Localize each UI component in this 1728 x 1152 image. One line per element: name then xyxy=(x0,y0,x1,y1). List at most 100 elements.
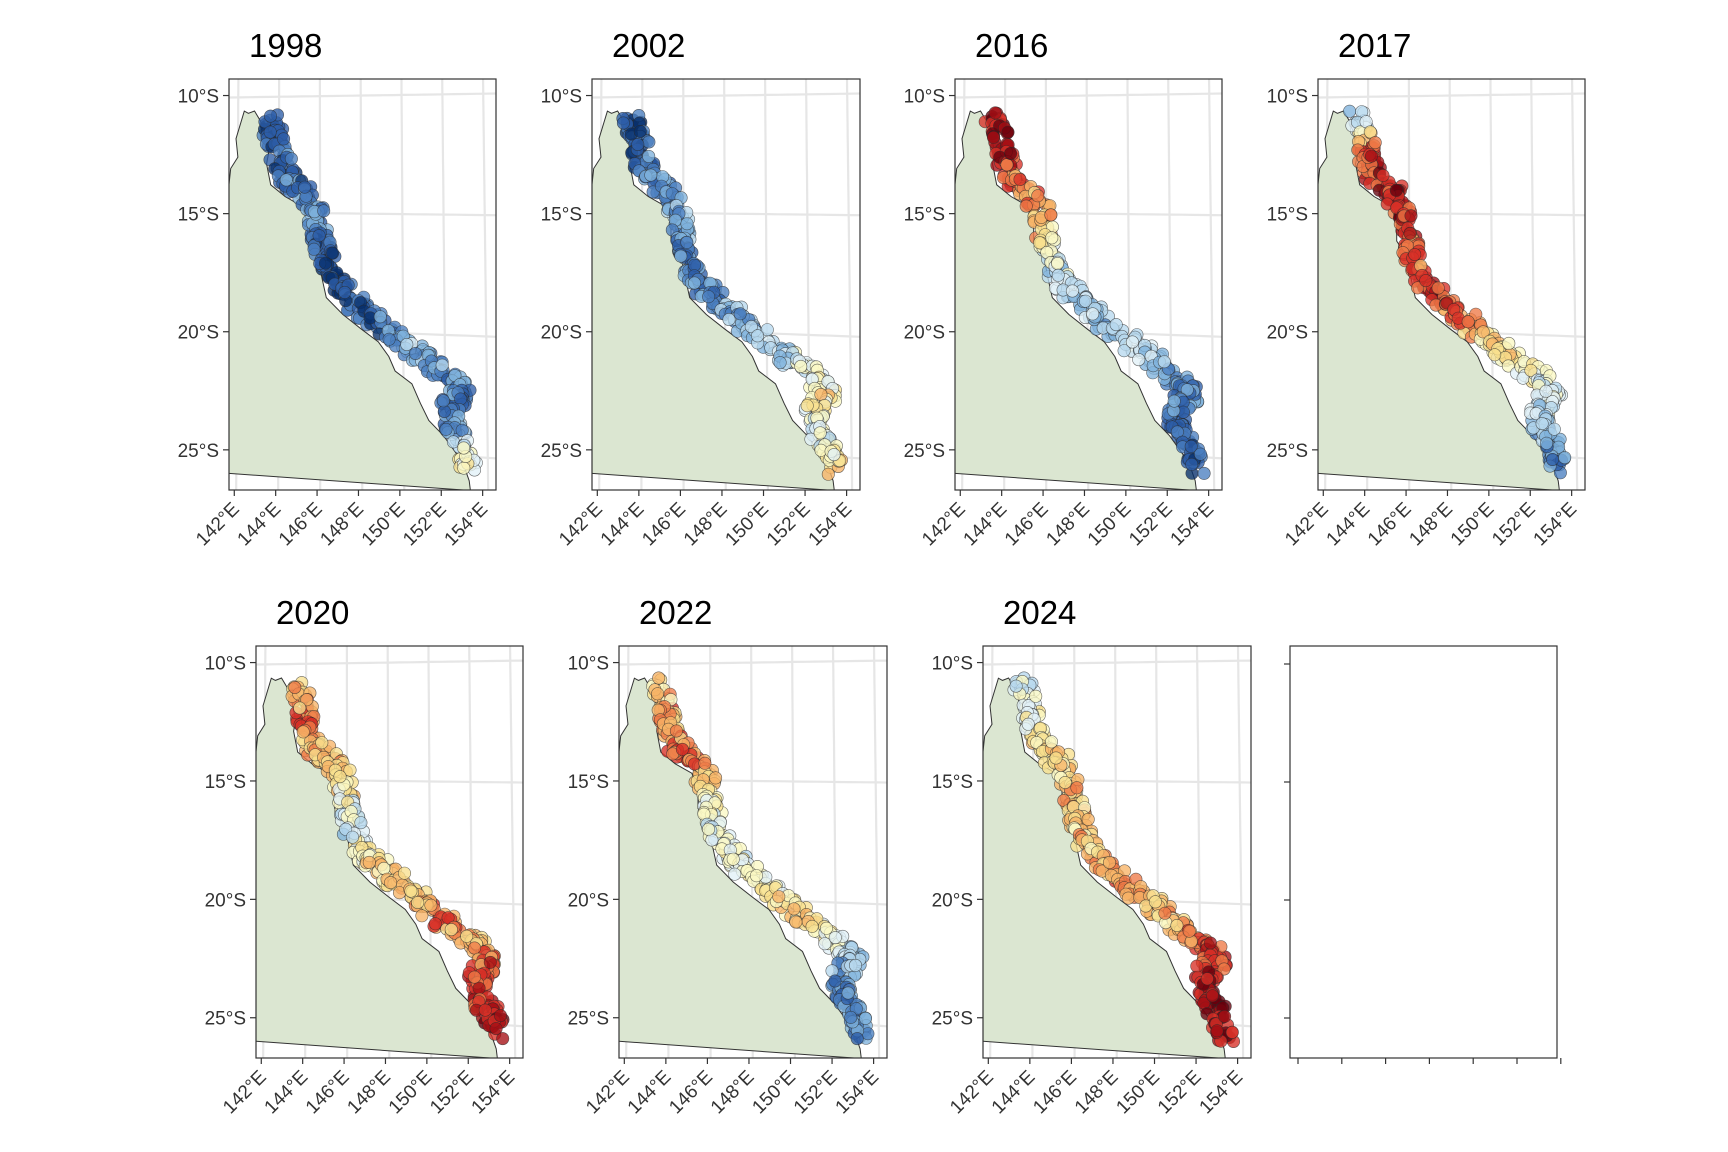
reef-point xyxy=(1558,451,1572,465)
reef-point xyxy=(728,867,742,881)
reef-point xyxy=(400,337,414,351)
panel-border xyxy=(618,645,888,1059)
reef-point xyxy=(1157,355,1171,369)
reef-point xyxy=(1403,226,1417,240)
reef-point xyxy=(1000,158,1014,172)
lon-tick-label: 150°E xyxy=(748,1067,800,1119)
reef-point xyxy=(733,307,747,321)
reef-point xyxy=(1540,436,1554,450)
lon-tick-label: 146°E xyxy=(1029,1067,1081,1119)
reef-point xyxy=(1363,125,1377,139)
reef-point xyxy=(1031,189,1045,203)
reef-point xyxy=(698,756,712,770)
reef-point xyxy=(814,387,828,401)
reef-point xyxy=(326,246,340,260)
reef-point xyxy=(411,895,425,909)
reef-point xyxy=(1343,104,1357,118)
reef-point xyxy=(404,884,418,898)
reef-point xyxy=(1009,679,1023,693)
lat-tick-label: 10°S xyxy=(932,654,973,675)
graticule-lon xyxy=(508,646,517,1058)
lon-tick-label: 144°E xyxy=(261,1067,313,1119)
panel-border xyxy=(1317,78,1586,491)
reef-point xyxy=(312,229,326,243)
reef-point xyxy=(848,958,862,972)
reef-point xyxy=(362,855,376,869)
reef-point xyxy=(644,168,658,182)
reef-point xyxy=(701,822,715,836)
reef-point xyxy=(1044,208,1058,222)
lat-tick-label: 10°S xyxy=(541,87,582,108)
lon-tick-label: 154°E xyxy=(1196,1067,1248,1119)
reef-point xyxy=(1488,348,1502,362)
lon-tick-label: 148°E xyxy=(343,1067,395,1119)
reef-point xyxy=(827,448,841,462)
reef-point xyxy=(300,693,314,707)
panel-title: 2020 xyxy=(276,594,349,631)
reef-point xyxy=(1431,281,1445,295)
reef-point xyxy=(1058,775,1072,789)
lon-tick-label: 142°E xyxy=(219,1067,271,1119)
map-panel-2002: 2002 10°S 15°S 20°S 25°S 142°E144°E146°E148°E… xyxy=(541,27,861,551)
reef-point xyxy=(1200,972,1214,986)
reef-point xyxy=(1065,284,1079,298)
lat-tick-label: 25°S xyxy=(568,1009,609,1030)
lat-tick-label: 10°S xyxy=(904,87,945,108)
lon-tick-label: 154°E xyxy=(441,499,493,551)
graticule-lon xyxy=(872,646,881,1058)
empty-panel xyxy=(1284,645,1562,1064)
lon-tick-label: 144°E xyxy=(960,499,1012,551)
reef-point xyxy=(1184,439,1198,453)
reef-points xyxy=(616,109,848,481)
lat-tick-label: 20°S xyxy=(932,890,973,911)
reef-point xyxy=(744,320,758,334)
reef-point xyxy=(1197,466,1211,480)
lon-tick-label: 150°E xyxy=(1447,499,1499,551)
reef-point xyxy=(1539,384,1553,398)
reef-point xyxy=(1419,274,1433,288)
reef-point xyxy=(338,285,352,299)
graticule-lon xyxy=(1570,79,1579,490)
reef-point xyxy=(988,106,1002,120)
lon-tick-label: 148°E xyxy=(1405,499,1457,551)
lat-tick-label: 25°S xyxy=(178,441,219,462)
reef-point xyxy=(408,346,422,360)
reef-point xyxy=(457,441,471,455)
lon-tick-label: 146°E xyxy=(275,499,327,551)
lon-tick-label: 148°E xyxy=(1042,499,1094,551)
lon-tick-label: 142°E xyxy=(946,1067,998,1119)
reef-point xyxy=(1013,173,1027,187)
panel-title: 2002 xyxy=(612,27,685,64)
lat-tick-label: 10°S xyxy=(178,87,219,108)
reef-point xyxy=(354,816,368,830)
reef-point xyxy=(642,149,656,163)
map-panel-1998: 1998 10°S 15°S 20°S 25°S 142°E144°E146°E148°E… xyxy=(178,27,497,551)
lat-tick-label: 20°S xyxy=(568,890,609,911)
reef-point xyxy=(787,902,801,916)
lon-tick-label: 144°E xyxy=(624,1067,676,1119)
reef-point xyxy=(345,830,359,844)
lon-tick-label: 148°E xyxy=(1071,1067,1123,1119)
lat-tick-label: 25°S xyxy=(932,1009,973,1030)
lat-tick-label: 15°S xyxy=(178,205,219,226)
reef-point xyxy=(1476,325,1490,339)
reef-point xyxy=(850,1032,864,1046)
reef-point xyxy=(669,724,683,738)
panel-title: 2024 xyxy=(1003,594,1076,631)
map-panel-2020: 2020 10°S 15°S 20°S 25°S 142°E144°E146°E148°E… xyxy=(205,594,524,1119)
graticule-lon xyxy=(1236,646,1245,1058)
reef-point xyxy=(1203,936,1217,950)
lon-tick-label: 142°E xyxy=(192,499,244,551)
map-panel-2016: 2016 10°S 15°S 20°S 25°S 142°E144°E146°E148°E… xyxy=(904,27,1223,551)
lat-tick-label: 20°S xyxy=(1267,323,1308,344)
lon-tick-label: 146°E xyxy=(665,1067,717,1119)
reef-point xyxy=(483,955,497,969)
reef-point xyxy=(439,422,453,436)
reef-point xyxy=(1461,315,1475,329)
reef-point xyxy=(315,736,329,750)
reef-point xyxy=(986,130,1000,144)
reef-point xyxy=(1217,962,1231,976)
lon-tick-label: 144°E xyxy=(597,499,649,551)
lon-tick-label: 146°E xyxy=(1364,499,1416,551)
reef-point xyxy=(1049,751,1063,765)
